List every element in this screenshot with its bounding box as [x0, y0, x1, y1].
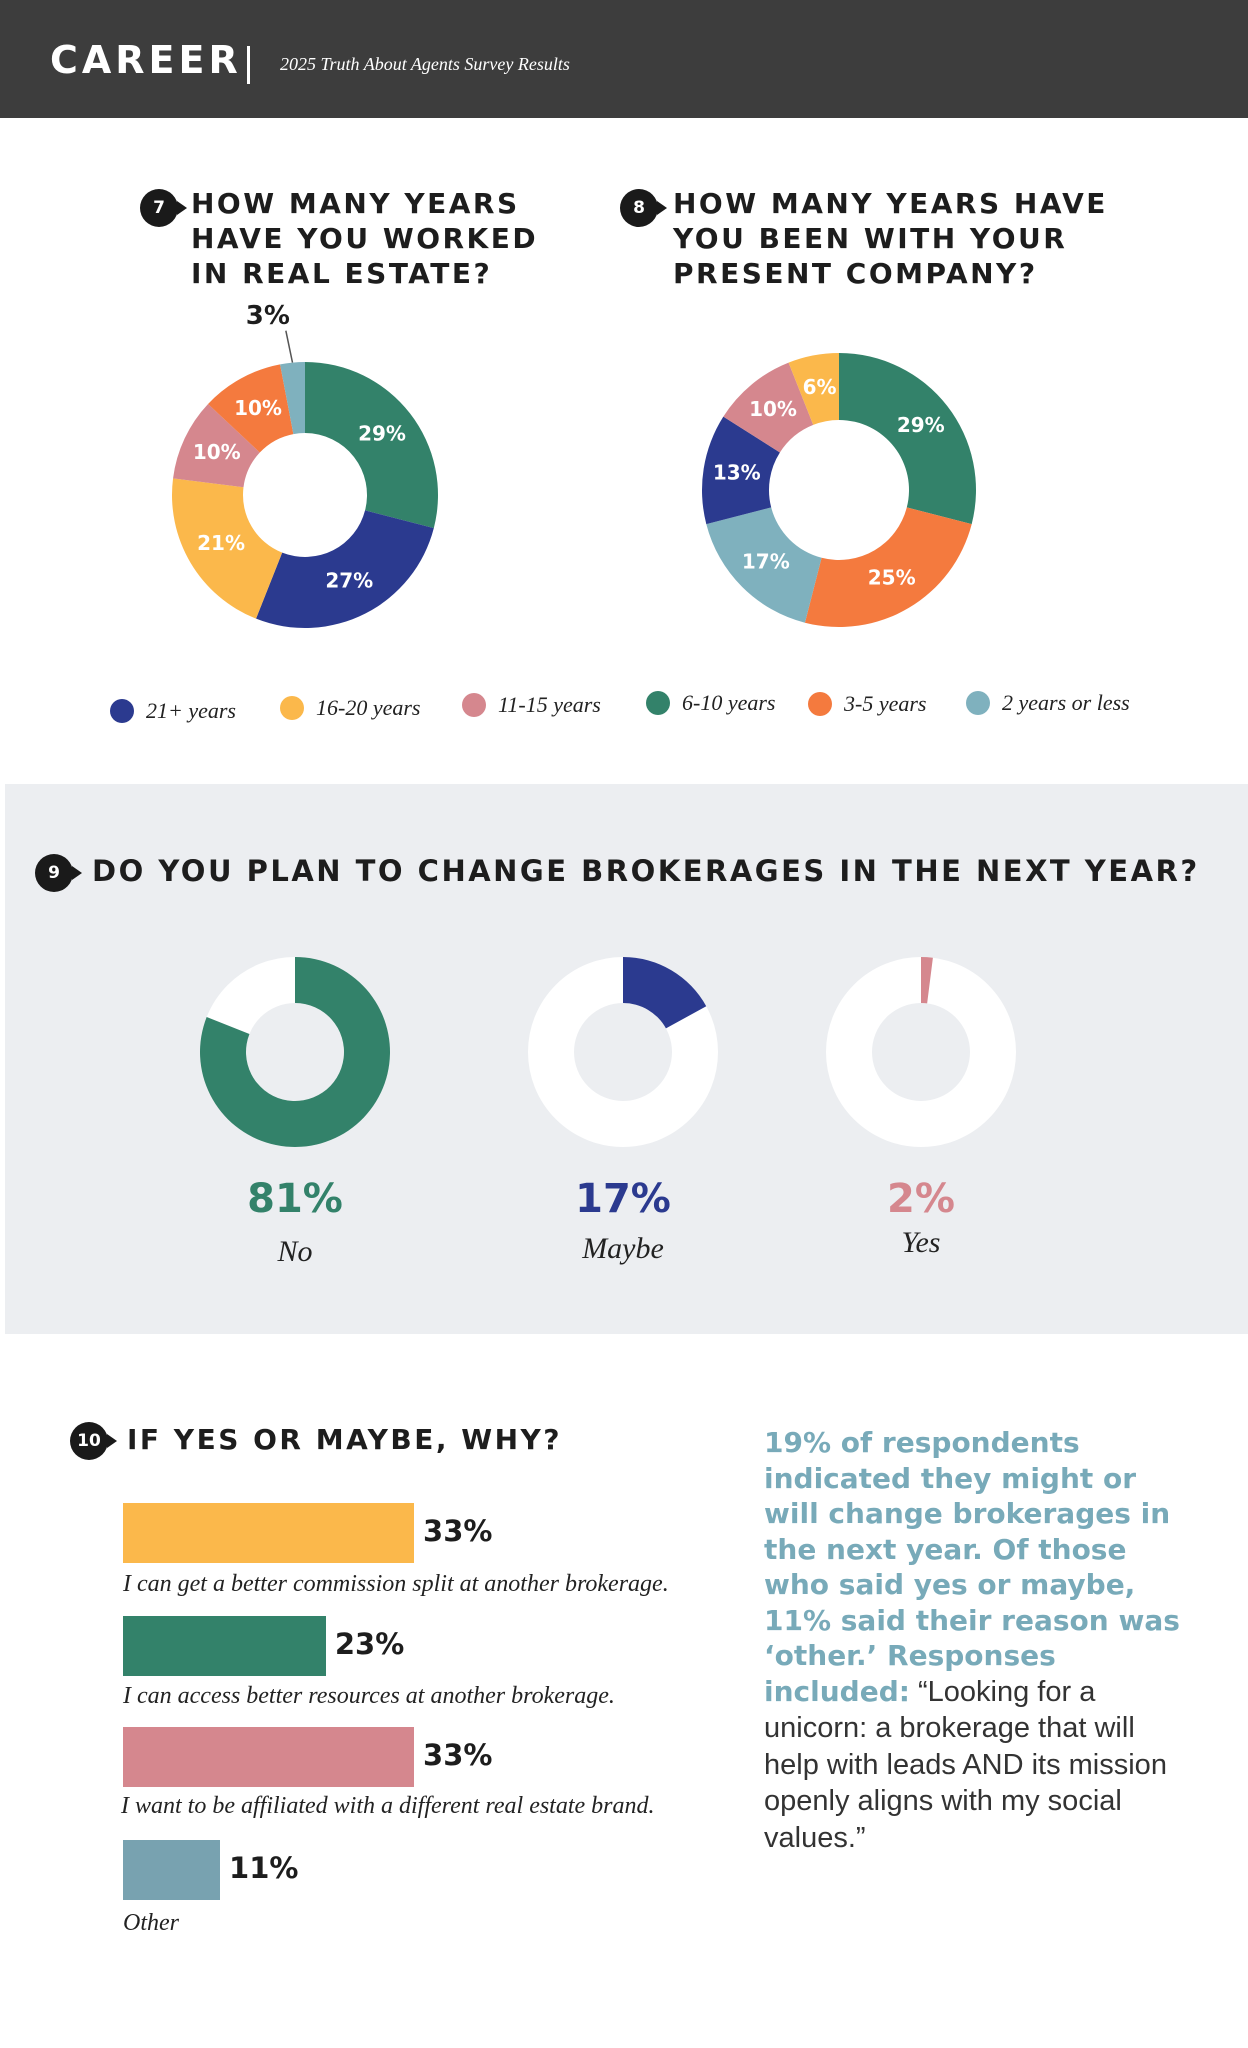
donut-slice	[839, 353, 976, 525]
slice-label: 29%	[358, 422, 406, 446]
maybe-label: Maybe	[582, 1232, 664, 1265]
donut-slice	[706, 507, 822, 623]
legend-item: 11-15 years	[462, 692, 601, 718]
chart-legend: 21+ years 16-20 years 11-15 years 6-10 y…	[0, 690, 1248, 730]
legend-item: 3-5 years	[808, 691, 926, 717]
ring-fill	[200, 957, 390, 1147]
legend-item: 21+ years	[110, 698, 236, 724]
ring-fill	[623, 957, 707, 1029]
header-subtitle: 2025 Truth About Agents Survey Results	[280, 54, 570, 74]
ring-chart-yes	[826, 957, 1016, 1147]
header-divider	[247, 46, 250, 84]
ring-fill	[921, 957, 933, 1004]
question-7-title: HOW MANY YEARS HAVE YOU WORKED IN REAL E…	[191, 187, 539, 290]
side-note-highlight: 19% of respondents indicated they might …	[764, 1426, 1180, 1708]
no-label: No	[277, 1235, 313, 1268]
ring-chart-maybe	[528, 957, 718, 1147]
slice-label: 3%	[246, 301, 290, 331]
reason-bar-value: 33%	[423, 1514, 493, 1548]
donut-slice	[208, 364, 294, 453]
reason-bar-value: 23%	[334, 1627, 405, 1661]
side-note: 19% of respondents indicated they might …	[764, 1425, 1184, 1856]
reason-bar	[123, 1503, 415, 1563]
legend-item: 16-20 years	[280, 695, 420, 721]
legend-label: 21+ years	[146, 698, 236, 723]
ring-chart-no	[200, 957, 390, 1147]
yes-percent: 2%	[887, 1176, 955, 1222]
slice-label: 27%	[325, 568, 373, 592]
slice-label: 21%	[197, 531, 245, 555]
slice-label: 6%	[803, 375, 837, 399]
legend-item: 6-10 years	[646, 690, 775, 716]
slice-label: 13%	[713, 460, 761, 484]
side-note-quote: “Looking for a unicorn: a brokerage that…	[764, 1675, 1167, 1854]
donut-slice	[305, 362, 438, 529]
donut-slice	[702, 416, 780, 525]
donut-slice	[256, 510, 434, 628]
donut-slice	[723, 362, 814, 453]
question-9-title: DO YOU PLAN TO CHANGE BROKERAGES IN THE …	[92, 854, 1200, 888]
no-percent: 81%	[247, 1176, 343, 1222]
brokerage-change-panel: 9 DO YOU PLAN TO CHANGE BROKERAGES IN TH…	[5, 784, 1248, 1334]
legend-label: 16-20 years	[316, 695, 421, 720]
section-brand: CAREER	[50, 38, 242, 82]
maybe-percent: 17%	[575, 1176, 671, 1222]
reason-bar-value: 33%	[423, 1738, 493, 1772]
slice-label: 29%	[897, 413, 945, 437]
legend-swatch	[808, 692, 832, 716]
legend-swatch	[110, 699, 134, 723]
legend-label: 6-10 years	[682, 690, 776, 715]
reason-bar-label: I can access better resources at another…	[123, 1683, 615, 1709]
donut-slice	[172, 478, 283, 619]
slice-label: 10%	[234, 396, 282, 420]
donut-slice	[804, 507, 972, 627]
donut-slice	[280, 362, 305, 435]
label-leader-line	[285, 330, 294, 363]
slice-label: 25%	[868, 566, 916, 590]
reason-bar-label: I want to be affiliated with a different…	[121, 1793, 655, 1819]
slice-label: 10%	[193, 440, 241, 464]
legend-label: 11-15 years	[498, 692, 601, 717]
reason-bar	[123, 1840, 221, 1900]
question-number-8: 8	[620, 189, 667, 227]
reason-bar	[123, 1616, 326, 1676]
reason-bar	[123, 1727, 415, 1787]
legend-item: 2 years or less	[966, 690, 1130, 716]
reason-bar-value: 11%	[229, 1851, 299, 1885]
legend-label: 2 years or less	[1002, 690, 1130, 715]
question-10-title: IF YES OR MAYBE, WHY?	[127, 1423, 563, 1456]
legend-label: 3-5 years	[844, 691, 927, 716]
donut-slice	[173, 403, 260, 488]
donut-chart-years-with-company: 29% 25% 17% 13% 10%6%	[702, 353, 976, 627]
reason-bar-label: I can get a better commission split at a…	[123, 1571, 669, 1597]
slice-label: 17%	[742, 550, 790, 574]
question-number-9: 9	[35, 854, 82, 892]
yes-label: Yes	[901, 1226, 941, 1259]
donut-chart-years-in-real-estate: 29% 27% 21% 10% 10% 3%	[172, 301, 438, 628]
legend-swatch	[966, 691, 990, 715]
legend-swatch	[280, 696, 304, 720]
donut-slice	[788, 353, 839, 425]
question-number-10: 10	[70, 1422, 117, 1460]
slice-label: 10%	[749, 397, 797, 421]
question-number-7: 7	[140, 189, 187, 227]
legend-swatch	[646, 691, 670, 715]
reason-bar-label: Other	[123, 1910, 179, 1936]
question-8-title: HOW MANY YEARS HAVE YOU BEEN WITH YOUR P…	[673, 187, 1108, 290]
legend-swatch	[462, 693, 486, 717]
page-header: CAREER 2025 Truth About Agents Survey Re…	[0, 0, 1248, 118]
